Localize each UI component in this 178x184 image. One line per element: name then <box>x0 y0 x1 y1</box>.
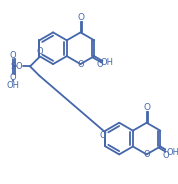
Text: O: O <box>77 60 84 69</box>
Text: O: O <box>163 151 169 160</box>
Text: O: O <box>36 47 43 56</box>
Text: OH: OH <box>101 58 114 67</box>
Text: S: S <box>11 62 16 71</box>
Text: O: O <box>97 60 103 69</box>
Text: O: O <box>15 62 22 71</box>
Text: OH: OH <box>7 81 20 89</box>
Text: O: O <box>77 13 84 22</box>
Text: OH: OH <box>167 148 178 158</box>
Text: O: O <box>143 103 150 112</box>
Text: O: O <box>99 131 106 140</box>
Text: O: O <box>10 73 17 82</box>
Text: O: O <box>10 51 17 60</box>
Text: O: O <box>143 150 150 159</box>
